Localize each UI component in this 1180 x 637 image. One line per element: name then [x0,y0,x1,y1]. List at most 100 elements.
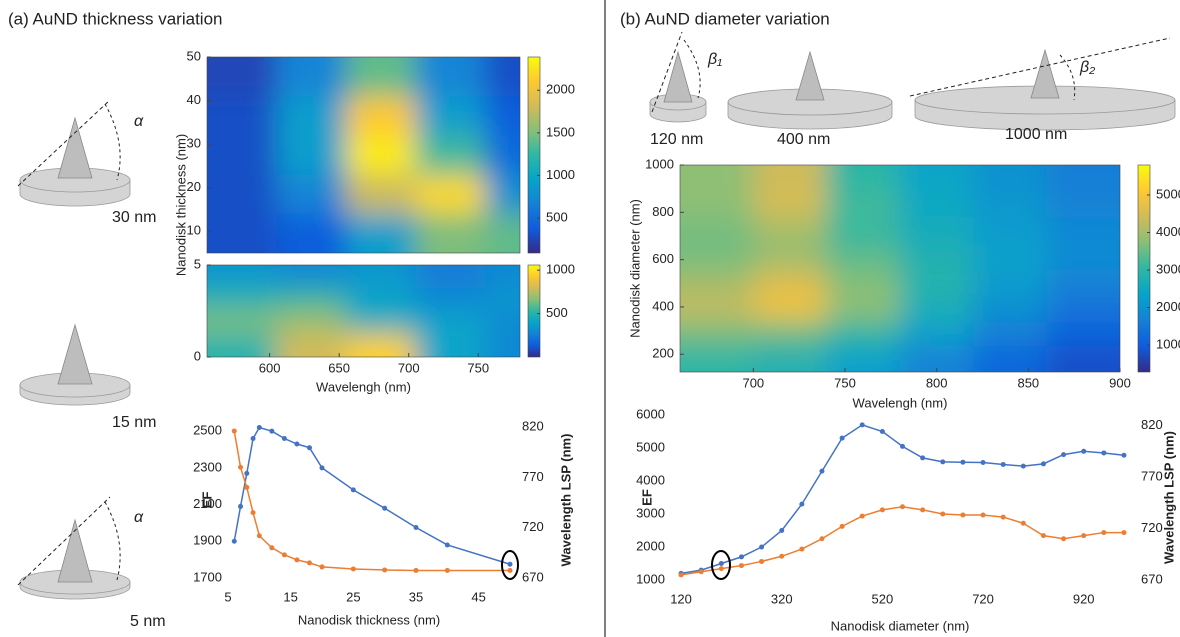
heatmap-cell [485,311,520,334]
x-tick-label: 750 [467,360,489,375]
y-axis-label: Nanodisk diameter (nm) [627,199,642,338]
point [294,441,300,447]
x-tick-label: 850 [1017,375,1039,390]
cone-illustration [649,31,1176,131]
y-tick-label: 1000 [645,156,674,171]
point [738,554,744,560]
point [1040,461,1046,467]
heatmap-cell [900,321,974,348]
size-label: 400 nm [777,131,830,148]
heatmap-cell [900,191,974,218]
point [779,528,785,533]
colorbar-tick-label: 2000 [1156,299,1180,314]
point [238,503,244,509]
colorbar-tick-label: 3000 [1156,261,1180,276]
plot-frame [206,264,521,358]
heatmap-cell [680,347,754,372]
heatmap-cell [207,265,277,288]
heatmap-cell [207,311,277,334]
heatmap-cell [415,334,486,357]
point [940,511,946,517]
x-axis-label: Wavelengh (nm) [853,395,948,410]
heatmap-cells [207,57,520,253]
heatmap-cell [207,96,277,136]
heatmap-cell [826,191,900,218]
heatmap-cell [680,191,754,218]
heatmap-cells [207,265,520,357]
x-tick-label: 600 [259,360,281,375]
heatmap-cell [346,57,416,97]
highlight-ellipse [711,550,731,580]
heatmap-cell [826,243,900,270]
point [281,552,287,558]
point [819,468,825,474]
heatmap-cell [1046,295,1120,322]
heatmap-cell [346,213,416,253]
point [319,465,325,471]
x-tick-label: 120 [670,591,692,606]
heatmap-cell [485,57,520,97]
point [319,564,325,570]
heatmap-cell [973,243,1047,270]
x-tick-label: 35 [409,589,423,604]
heatmap [207,57,520,253]
heatmap-cell [680,165,754,192]
heatmap-cell [1046,269,1120,296]
point [900,504,906,510]
heatmap-cell [276,311,347,334]
y-tick-label: 6000 [636,406,665,421]
heatmap-cell [485,334,520,357]
point [759,558,765,564]
heatmap-cell [346,174,416,214]
heatmap-cell [753,269,827,296]
point [738,563,744,569]
x-tick-label: 800 [926,375,948,390]
point [382,567,388,573]
point [507,567,513,573]
heatmap-cell [900,347,974,372]
heatmap-cell [485,135,520,175]
point [1101,450,1107,456]
x-tick-label: 720 [972,591,994,606]
x-tick-label: 25 [346,589,360,604]
heatmap-cell [826,295,900,322]
heatmap-cells [680,165,1120,372]
point [1000,514,1006,520]
heatmap-cell [973,191,1047,218]
y-tick-label: 2300 [193,459,222,474]
cone-illustration [19,323,131,406]
heatmap-cell [276,213,347,253]
point [678,572,684,578]
heatmap-cell [900,165,974,192]
point [250,436,256,442]
heatmap-cell [973,295,1047,322]
y-tick-label: 200 [652,346,674,361]
panel-title: (a) AuND thickness variation [8,9,222,28]
size-label: 15 nm [112,414,156,431]
point [920,455,926,461]
heatmap-cell [1046,217,1120,244]
point [1020,463,1026,469]
point [382,505,388,511]
y2-tick-label: 820 [522,418,544,433]
heatmap-cell [485,174,520,214]
y-tick-label: 1900 [193,533,222,548]
y-axis-label: Nanodisk thickness (nm) [173,134,188,276]
colorbar-tick-label: 1000 [546,262,575,277]
heatmap-cell [207,334,277,357]
heatmap-cell [1046,347,1120,372]
heatmap-cell [680,217,754,244]
x-axis-label: Nanodisk thickness (nm) [298,612,440,627]
point [1020,520,1026,526]
cone-illustration [17,99,131,207]
point [980,460,986,466]
size-label: 5 nm [130,613,166,630]
heatmap-cell [973,269,1047,296]
point [238,464,244,470]
heatmap-cell [346,288,416,311]
point [900,443,906,449]
heatmap-cell [680,269,754,296]
point [231,538,237,544]
heatmap-cell [485,96,520,136]
